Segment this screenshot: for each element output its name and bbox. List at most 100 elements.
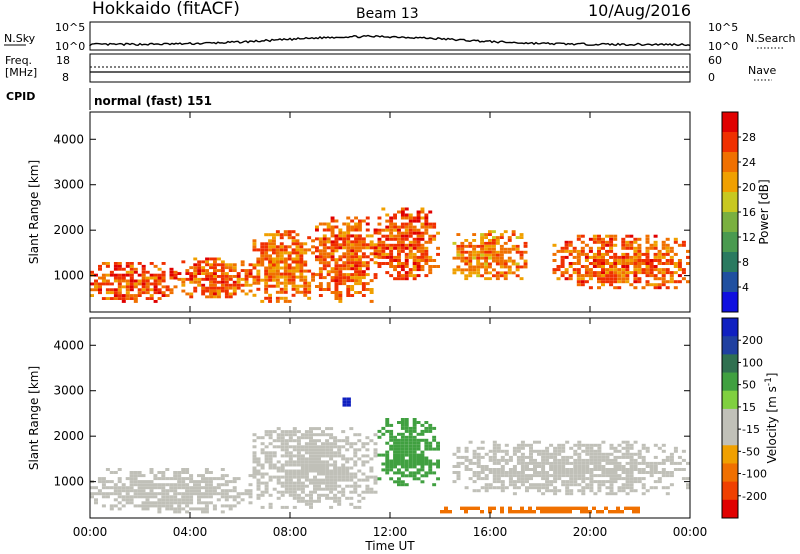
data-cell [529,461,533,465]
data-cell [408,438,413,442]
data-cell [272,439,277,443]
data-cell [464,239,469,242]
data-cell [268,451,273,455]
data-cell [141,489,146,493]
data-cell [385,456,390,460]
data-cell [268,278,272,282]
data-cell [264,242,269,246]
data-cell [585,483,590,487]
data-cell [113,288,118,292]
data-cell [264,248,269,252]
data-cell [397,246,401,250]
data-cell [181,277,186,281]
data-cell [577,455,582,459]
data-cell [649,465,654,468]
data-cell [408,213,413,217]
data-cell [515,244,520,248]
data-cell [321,469,325,473]
data-cell [338,270,343,274]
data-cell [157,291,162,295]
data-cell [209,283,213,287]
data-cell [484,477,489,481]
data-cell [456,250,461,254]
data-cell [220,489,225,493]
data-cell [468,253,473,257]
data-cell [564,271,569,275]
data-cell [228,275,233,278]
data-cell [460,506,464,510]
data-cell [464,274,469,278]
data-cell [309,505,313,509]
data-cell [593,443,598,447]
data-cell [661,443,666,447]
data-cell [605,280,610,284]
data-cell [432,259,437,262]
data-cell [117,489,122,493]
data-cell [284,505,289,509]
data-cell [113,483,118,487]
data-cell [499,256,504,260]
data-cell [377,222,382,226]
data-cell [625,461,630,465]
data-cell [404,483,409,487]
data-cell [220,280,225,284]
data-cell [326,222,331,226]
data-cell [564,240,569,244]
data-cell [565,461,570,465]
data-cell [560,271,565,275]
data-cell [369,457,374,461]
data-cell [334,258,339,262]
data-cell [248,483,253,487]
data-cell [334,291,339,294]
data-cell [295,284,300,288]
data-cell [291,293,296,297]
data-cell [625,477,630,481]
data-cell [361,255,366,259]
data-cell [173,483,178,487]
data-cell [157,483,162,487]
data-cell [256,272,261,276]
data-cell [113,492,118,496]
data-cell [397,249,401,253]
data-cell [393,465,397,469]
data-cell [321,445,325,449]
data-cell [645,274,650,278]
data-cell [432,462,437,466]
x-tick-label: 08:00 [273,525,308,539]
data-cell [224,280,229,284]
data-cell [349,445,354,449]
data-cell [480,471,485,474]
data-cell [291,272,296,276]
data-cell [228,507,233,511]
data-cell [519,233,524,236]
data-cell [637,237,642,241]
data-cell [296,430,301,434]
data-cell [292,475,297,479]
data-cell [313,469,317,473]
data-cell [272,272,276,276]
data-cell [617,268,622,272]
x-tick-label: 00:00 [73,525,108,539]
data-cell [185,486,190,490]
data-cell [369,299,374,303]
data-cell [420,265,425,268]
data-cell [420,222,425,226]
data-cell [177,507,182,511]
data-cell [605,271,610,275]
data-cell [637,280,642,284]
data-cell [313,457,317,461]
nave-tick-top: 60 [708,54,722,67]
data-cell [325,475,330,479]
data-cell [532,510,536,514]
data-cell [357,433,362,437]
data-cell [338,264,343,268]
data-cell [292,463,297,467]
data-cell [137,495,142,499]
data-cell [177,272,182,275]
data-cell [173,270,178,274]
data-cell [503,247,508,251]
data-cell [169,276,174,280]
data-cell [141,492,146,496]
data-cell [476,477,481,481]
data-cell [304,475,309,479]
